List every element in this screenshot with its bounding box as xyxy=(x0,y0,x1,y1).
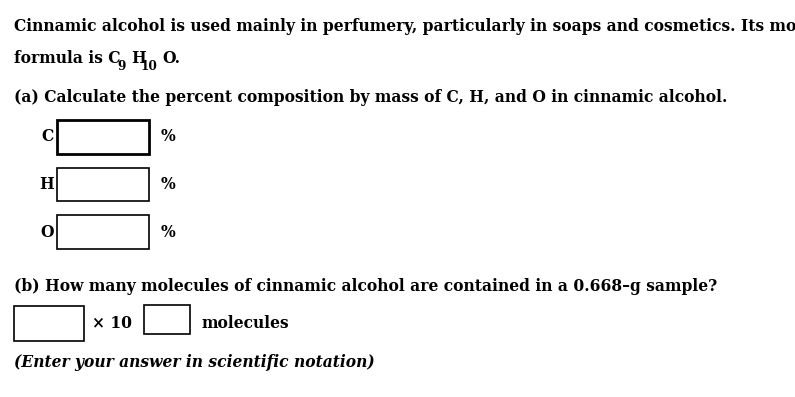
Text: 9: 9 xyxy=(118,60,126,73)
Text: %: % xyxy=(161,224,176,241)
FancyBboxPatch shape xyxy=(57,168,149,202)
Text: formula is C: formula is C xyxy=(14,50,121,67)
Text: H: H xyxy=(39,176,54,193)
FancyBboxPatch shape xyxy=(14,306,84,341)
FancyBboxPatch shape xyxy=(57,120,149,154)
Text: × 10: × 10 xyxy=(92,315,132,332)
Text: (Enter your answer in scientific notation): (Enter your answer in scientific notatio… xyxy=(14,354,375,371)
Text: (a) Calculate the percent composition by mass of C, H, and O in cinnamic alcohol: (a) Calculate the percent composition by… xyxy=(14,89,727,106)
Text: H: H xyxy=(132,50,146,67)
Text: O.: O. xyxy=(162,50,180,67)
Text: C: C xyxy=(42,129,54,145)
Text: molecules: molecules xyxy=(202,315,289,332)
Text: 10: 10 xyxy=(140,60,157,73)
FancyBboxPatch shape xyxy=(144,305,190,334)
FancyBboxPatch shape xyxy=(57,215,149,249)
Text: %: % xyxy=(161,176,176,193)
Text: Cinnamic alcohol is used mainly in perfumery, particularly in soaps and cosmetic: Cinnamic alcohol is used mainly in perfu… xyxy=(14,18,795,35)
Text: O: O xyxy=(41,224,54,241)
Text: %: % xyxy=(161,129,176,145)
Text: (b) How many molecules of cinnamic alcohol are contained in a 0.668–g sample?: (b) How many molecules of cinnamic alcoh… xyxy=(14,278,718,295)
